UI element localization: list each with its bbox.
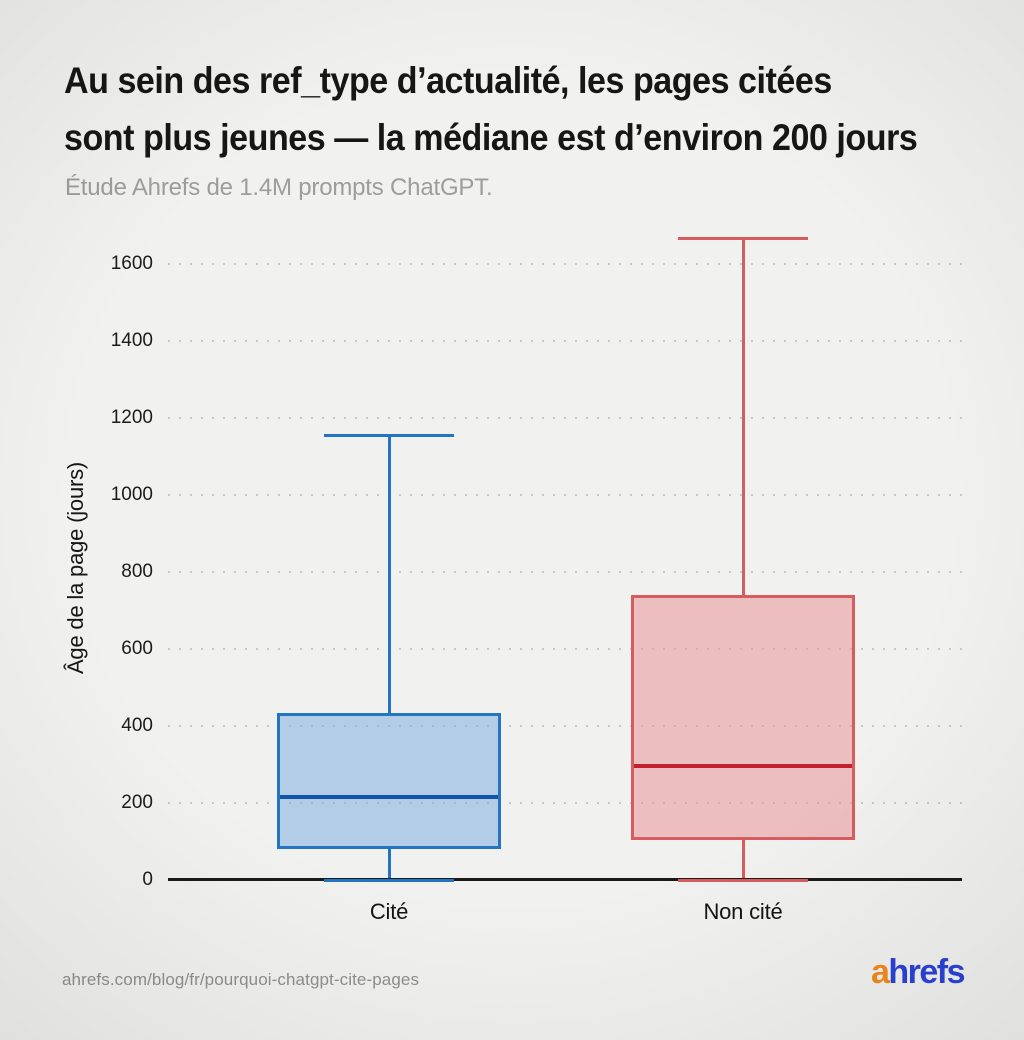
y-tick-label-200: 200	[121, 792, 153, 813]
ahrefs-logo-hrefs: hrefs	[888, 953, 965, 991]
whisker-lower	[741, 839, 745, 880]
whisker-cap-bottom	[678, 878, 808, 882]
gridline-200	[168, 802, 962, 804]
x-axis-line	[168, 878, 962, 881]
ahrefs-logo-a: a	[870, 953, 890, 991]
y-tick-label-600: 600	[121, 638, 153, 659]
gridline-400	[168, 725, 962, 727]
ahrefs-logo: ahrefs	[870, 953, 966, 992]
whisker-upper	[741, 240, 745, 596]
gridline-1000	[168, 494, 962, 496]
y-tick-label-800: 800	[121, 561, 153, 582]
y-tick-label-1600: 1600	[110, 253, 153, 274]
iqr-box	[631, 595, 855, 840]
y-tick-label-1000: 1000	[110, 484, 153, 505]
chart-title-line1: Au sein des ref_type d’actualité, les pa…	[64, 60, 832, 101]
y-tick-label-1200: 1200	[110, 407, 153, 428]
plot-area: 0 200 400 600 800 1000 1200 1400 1600 Cité Non cit…	[111, 190, 962, 924]
gridline-1600	[168, 263, 962, 265]
y-tick-label-1400: 1400	[110, 330, 153, 351]
gridline-600	[168, 648, 962, 650]
gridline-1200	[168, 417, 962, 419]
gridline-1400	[168, 340, 962, 342]
source-url: ahrefs.com/blog/fr/pourquoi-chatgpt-cite…	[62, 970, 420, 989]
y-tick-label-0: 0	[142, 869, 153, 890]
y-axis-label: Âge de la page (jours)	[63, 461, 88, 675]
median-line	[280, 795, 498, 800]
whisker-lower	[387, 849, 391, 880]
iqr-box	[277, 712, 501, 850]
whisker-cap-top	[678, 237, 808, 241]
median-line	[634, 764, 852, 769]
chart-title-line2: sont plus jeunes — la médiane est d’envi…	[64, 117, 918, 158]
y-tick-label-400: 400	[121, 715, 153, 736]
chart-subtitle: Étude Ahrefs de 1.4M prompts ChatGPT.	[65, 174, 493, 201]
x-category-label-non-cite: Non cité	[703, 899, 783, 924]
x-category-label-cite: Cité	[369, 899, 409, 924]
whisker-upper	[387, 436, 391, 713]
whisker-cap-bottom	[324, 878, 454, 882]
chart-title: Au sein des ref_type d’actualité, les pa…	[64, 52, 918, 166]
whisker-cap-top	[324, 433, 454, 437]
gridline-800	[168, 571, 962, 573]
